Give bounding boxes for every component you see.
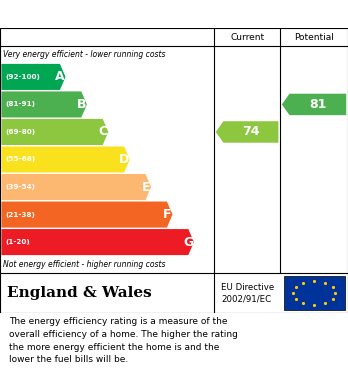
Text: England & Wales: England & Wales	[7, 286, 152, 300]
Text: F: F	[163, 208, 172, 221]
Text: The energy efficiency rating is a measure of the
overall efficiency of a home. T: The energy efficiency rating is a measur…	[9, 317, 238, 364]
Text: 74: 74	[242, 126, 260, 138]
Text: Current: Current	[230, 32, 264, 41]
Text: Energy Efficiency Rating: Energy Efficiency Rating	[9, 7, 211, 22]
Polygon shape	[1, 147, 130, 172]
Polygon shape	[1, 201, 173, 228]
Polygon shape	[1, 174, 151, 200]
Text: (81-91): (81-91)	[5, 101, 35, 108]
Text: D: D	[119, 153, 129, 166]
Text: (1-20): (1-20)	[5, 239, 30, 245]
Polygon shape	[1, 229, 194, 255]
Polygon shape	[282, 94, 346, 115]
Text: (21-38): (21-38)	[5, 212, 35, 217]
Polygon shape	[1, 64, 65, 90]
Text: E: E	[142, 181, 150, 194]
Text: Very energy efficient - lower running costs: Very energy efficient - lower running co…	[3, 50, 166, 59]
Text: A: A	[55, 70, 65, 83]
Text: (39-54): (39-54)	[5, 184, 35, 190]
Text: (92-100): (92-100)	[5, 74, 40, 80]
Text: G: G	[183, 236, 193, 249]
Text: (69-80): (69-80)	[5, 129, 35, 135]
Text: (55-68): (55-68)	[5, 156, 35, 163]
Text: 81: 81	[309, 98, 326, 111]
Text: B: B	[77, 98, 86, 111]
Polygon shape	[216, 121, 278, 143]
Polygon shape	[1, 91, 87, 117]
Text: Not energy efficient - higher running costs: Not energy efficient - higher running co…	[3, 260, 166, 269]
Text: C: C	[98, 126, 108, 138]
Bar	[284, 276, 345, 310]
Text: Potential: Potential	[294, 32, 334, 41]
Text: EU Directive
2002/91/EC: EU Directive 2002/91/EC	[221, 283, 274, 303]
Polygon shape	[1, 119, 108, 145]
